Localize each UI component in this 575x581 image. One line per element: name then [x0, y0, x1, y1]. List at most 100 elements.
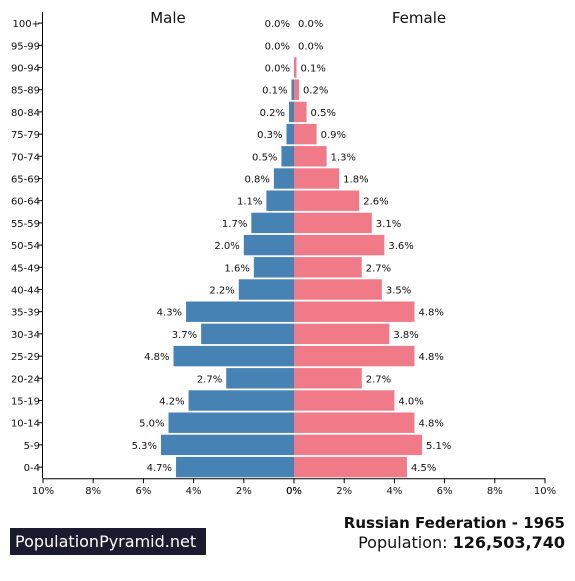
- male-value-label: 0.5%: [252, 152, 277, 163]
- female-value-label: 0.5%: [311, 108, 336, 119]
- female-value-label: 3.5%: [386, 286, 411, 297]
- female-bar: [294, 301, 415, 322]
- population-summary: Population: 126,503,740: [358, 533, 565, 552]
- male-bar: [243, 234, 294, 256]
- age-group-label: 65-69: [11, 175, 40, 186]
- x-tick-label-left: 2%: [236, 486, 252, 497]
- female-bar: [294, 412, 415, 433]
- male-value-label: 0.3%: [257, 130, 282, 141]
- x-tick-label-left: 0%: [286, 486, 302, 497]
- female-bar: [294, 146, 327, 167]
- male-bar: [281, 146, 294, 167]
- female-bar: [294, 168, 340, 189]
- male-value-label: 1.1%: [237, 197, 262, 208]
- male-value-label: 3.7%: [172, 330, 197, 341]
- female-value-label: 3.8%: [393, 330, 418, 341]
- male-value-label: 2.2%: [209, 286, 234, 297]
- female-value-label: 0.9%: [321, 130, 346, 141]
- population-label: Population:: [358, 533, 448, 552]
- female-header: Female: [392, 9, 446, 27]
- male-value-label: 5.3%: [132, 441, 157, 452]
- age-group-label: 20-24: [11, 374, 40, 385]
- x-tick-label-left: 8%: [85, 486, 101, 497]
- site-logo[interactable]: PopulationPyramid.net: [10, 528, 206, 555]
- female-value-label: 0.0%: [298, 19, 323, 30]
- male-bar: [160, 434, 294, 456]
- age-group-label: 85-89: [11, 86, 40, 97]
- male-bar: [176, 456, 294, 478]
- female-bar: [294, 434, 423, 456]
- male-bar: [186, 301, 294, 322]
- female-bar: [294, 390, 395, 411]
- male-bar: [253, 257, 294, 278]
- age-group-label: 5-9: [24, 441, 40, 452]
- age-group-label: 0-4: [24, 463, 40, 474]
- female-value-label: 0.1%: [301, 64, 326, 75]
- female-value-label: 4.8%: [418, 419, 443, 430]
- age-group-label: 10-14: [11, 419, 40, 430]
- female-value-label: 0.0%: [298, 41, 323, 52]
- male-bar: [288, 101, 294, 123]
- age-group-label: 90-94: [11, 64, 40, 75]
- male-value-label: 4.7%: [147, 463, 172, 474]
- age-group-label: 30-34: [11, 330, 40, 341]
- male-value-label: 2.0%: [214, 241, 239, 252]
- age-group-label: 25-29: [11, 352, 40, 363]
- male-value-label: 1.7%: [222, 219, 247, 230]
- female-value-label: 4.8%: [418, 352, 443, 363]
- male-bar: [251, 212, 294, 234]
- x-tick-label-left: 6%: [135, 486, 151, 497]
- age-group-label: 95-99: [11, 41, 40, 52]
- female-bar: [294, 257, 362, 278]
- male-bar: [266, 190, 294, 211]
- male-bar: [201, 323, 294, 345]
- male-value-label: 0.0%: [265, 41, 290, 52]
- female-value-label: 0.2%: [303, 86, 328, 97]
- female-bar: [294, 456, 407, 478]
- female-value-label: 4.5%: [411, 463, 436, 474]
- female-bar: [294, 101, 307, 123]
- male-value-label: 1.6%: [224, 263, 249, 274]
- x-tick-label-left: 4%: [186, 486, 202, 497]
- age-group-label: 60-64: [11, 197, 40, 208]
- male-bar: [168, 412, 294, 433]
- male-value-label: 0.8%: [245, 175, 270, 186]
- male-bar: [188, 390, 294, 411]
- female-bar: [294, 279, 382, 300]
- female-bar: [294, 57, 297, 78]
- male-value-label: 4.3%: [157, 308, 182, 319]
- age-group-label: 45-49: [11, 263, 40, 274]
- female-value-label: 2.7%: [366, 263, 391, 274]
- age-group-label: 40-44: [11, 286, 40, 297]
- male-bar: [273, 168, 294, 189]
- female-bar: [294, 123, 317, 145]
- female-value-label: 4.0%: [398, 397, 423, 408]
- male-bar: [173, 345, 294, 367]
- male-value-label: 0.0%: [265, 64, 290, 75]
- male-value-label: 5.0%: [139, 419, 164, 430]
- male-value-label: 2.7%: [197, 374, 222, 385]
- age-group-label: 55-59: [11, 219, 40, 230]
- x-tick-label-right: 10%: [534, 486, 556, 497]
- chart-title: Russian Federation - 1965: [343, 514, 565, 532]
- female-value-label: 1.8%: [343, 175, 368, 186]
- female-value-label: 1.3%: [331, 152, 356, 163]
- male-bar: [238, 279, 294, 300]
- x-tick-label-left: 10%: [32, 486, 54, 497]
- female-bar: [294, 345, 415, 367]
- age-group-label: 70-74: [11, 152, 40, 163]
- female-value-label: 2.7%: [366, 374, 391, 385]
- female-bar: [294, 234, 385, 256]
- x-tick-label-right: 2%: [336, 486, 352, 497]
- male-header: Male: [150, 9, 186, 27]
- male-value-label: 4.8%: [144, 352, 169, 363]
- female-value-label: 5.1%: [426, 441, 451, 452]
- age-group-label: 35-39: [11, 308, 40, 319]
- female-value-label: 3.6%: [388, 241, 413, 252]
- x-tick-label-right: 8%: [487, 486, 503, 497]
- female-bar: [294, 79, 300, 100]
- female-bar: [294, 190, 360, 211]
- female-bar: [294, 323, 390, 345]
- x-tick-label-right: 6%: [437, 486, 453, 497]
- male-value-label: 4.2%: [159, 397, 184, 408]
